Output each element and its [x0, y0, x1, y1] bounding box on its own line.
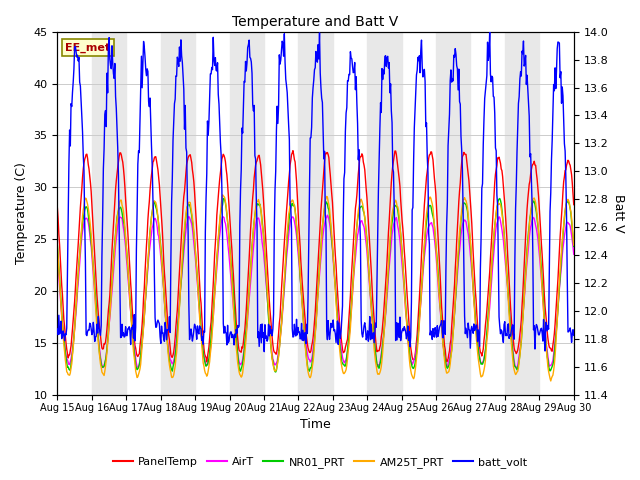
- Y-axis label: Batt V: Batt V: [612, 194, 625, 233]
- Title: Temperature and Batt V: Temperature and Batt V: [232, 15, 399, 29]
- Bar: [436, 32, 470, 395]
- Bar: [230, 32, 264, 395]
- Bar: [92, 32, 126, 395]
- Text: EE_met: EE_met: [65, 42, 110, 53]
- Bar: [505, 32, 540, 395]
- X-axis label: Time: Time: [300, 419, 331, 432]
- Bar: [367, 32, 402, 395]
- Bar: [298, 32, 333, 395]
- Y-axis label: Temperature (C): Temperature (C): [15, 162, 28, 264]
- Bar: [161, 32, 195, 395]
- Legend: PanelTemp, AirT, NR01_PRT, AM25T_PRT, batt_volt: PanelTemp, AirT, NR01_PRT, AM25T_PRT, ba…: [108, 452, 532, 472]
